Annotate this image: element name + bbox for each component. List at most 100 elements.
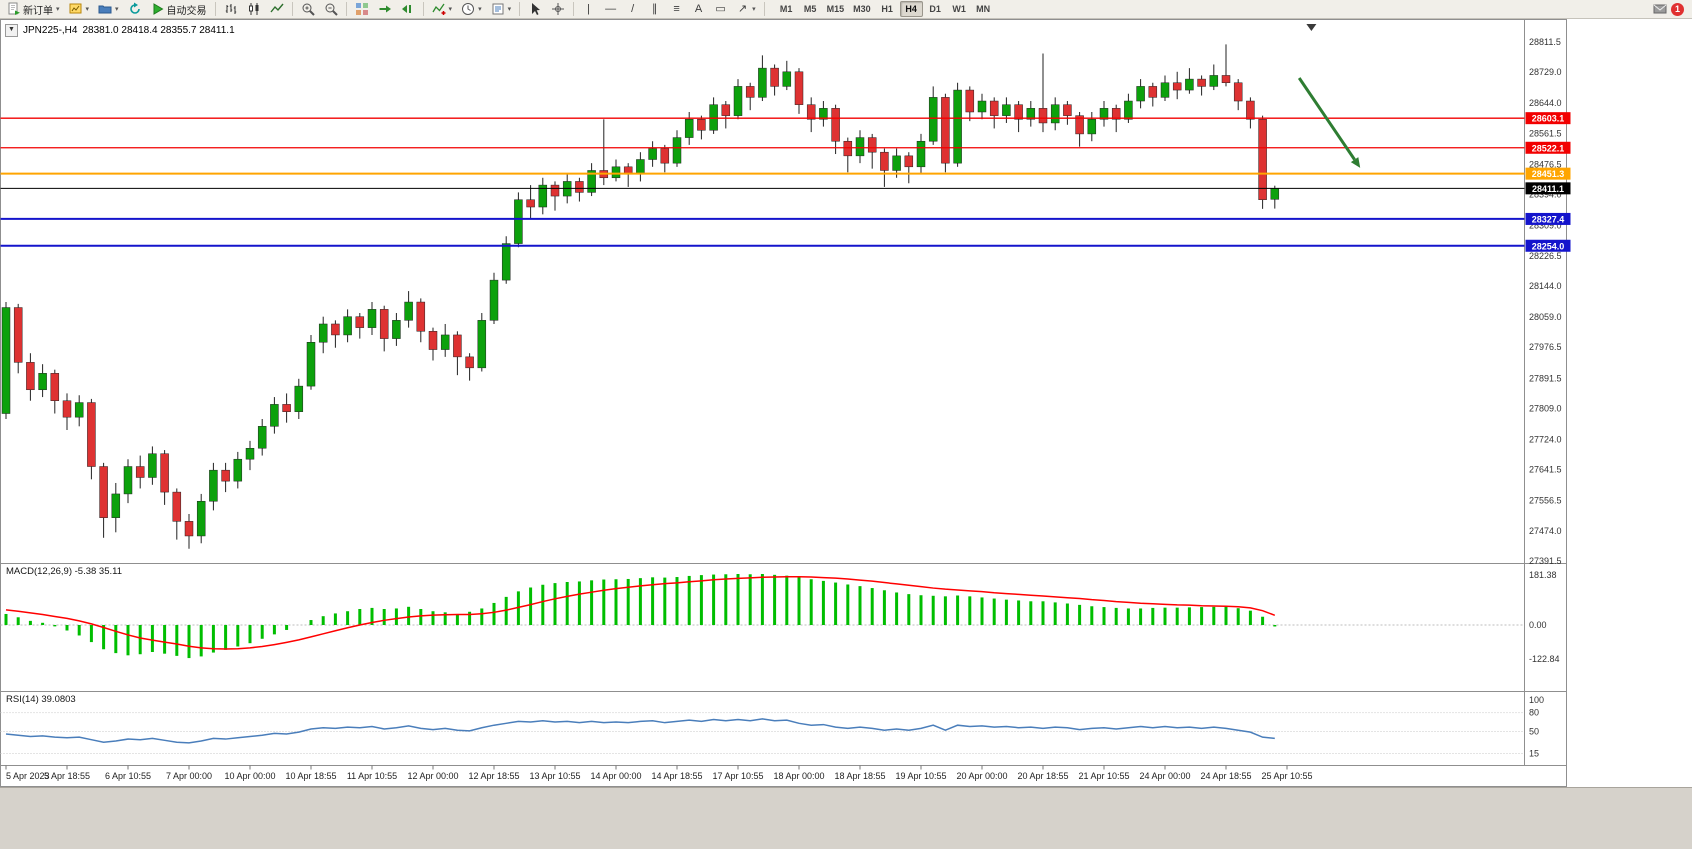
vertical-line-tool-button[interactable]: | (578, 0, 599, 19)
timeframe-d1-button[interactable]: D1 (929, 4, 941, 14)
macd-signal-line (5, 576, 1276, 650)
time-axis-label: 12 Apr 00:00 (407, 771, 458, 781)
autotrading-label: 自动交易 (166, 5, 207, 17)
refresh-icon (129, 2, 140, 14)
chevron-down-icon: ▾ (56, 6, 60, 13)
candle-body (489, 279, 499, 321)
mailbox-icon[interactable] (1653, 2, 1667, 16)
candle-body (74, 402, 84, 418)
candle-body (892, 155, 901, 171)
crosshair-icon (552, 3, 565, 15)
label-tool-button[interactable]: ▭ (710, 0, 731, 19)
candle-body (233, 458, 243, 482)
arrows-tool-button[interactable]: ↗ ▾ (732, 0, 760, 19)
zoom-in-icon (302, 3, 315, 16)
candle-body (123, 466, 133, 495)
chevron-down-icon: ▾ (752, 6, 756, 13)
chart-plot-area[interactable] (1, 20, 1524, 765)
new-order-label: 新订单 (23, 5, 53, 17)
time-axis-label: 14 Apr 00:00 (590, 771, 641, 781)
chart-shift-marker[interactable] (1306, 24, 1317, 31)
templates-button[interactable]: ▾ (487, 0, 516, 19)
timeframe-m15-button[interactable]: M15 (826, 4, 845, 14)
new-order-button[interactable]: 新订单 ▾ (3, 0, 64, 19)
candle-body (697, 119, 706, 131)
price-axis-label: 28729.0 (1529, 67, 1562, 77)
timeframe-mn-button[interactable]: MN (976, 4, 991, 14)
one-click-trading-toggle[interactable]: ▼ (5, 24, 18, 37)
candle-body (184, 521, 194, 537)
chevron-down-icon: ▾ (85, 6, 90, 13)
trendline-tool-button[interactable]: / (622, 0, 643, 19)
toolbar-right: 1 (1653, 2, 1689, 16)
timeframe-w1-button[interactable]: W1 (952, 4, 966, 14)
periods-button[interactable]: ▾ (457, 0, 486, 19)
candle-body (550, 184, 560, 197)
fibonacci-tool-button[interactable]: ≡ (666, 0, 687, 19)
candle-body (770, 67, 779, 87)
time-axis-label: 14 Apr 18:55 (651, 771, 702, 781)
chart-shift-button[interactable] (397, 0, 419, 19)
price-axis-label: 28226.5 (1529, 251, 1562, 261)
rsi-axis-label: 80 (1529, 708, 1539, 718)
trendline-icon: / (631, 2, 635, 15)
arrow-annotation[interactable] (1297, 77, 1361, 168)
candle-body (62, 400, 72, 418)
price-badge (1525, 239, 1571, 252)
candle-body (111, 493, 121, 518)
channel-tool-button[interactable]: ∥ (644, 0, 665, 19)
candle-body (294, 385, 304, 412)
indicators-button[interactable]: ▾ (428, 0, 457, 19)
candle-body (880, 151, 889, 171)
timeframe-h4-button[interactable]: H4 (899, 1, 923, 17)
price-axis-label: 28059.0 (1529, 312, 1562, 322)
candle-body (1, 307, 11, 414)
chevron-down-icon: ▼ (8, 26, 15, 33)
line-chart-type-button[interactable] (266, 0, 288, 19)
timeframe-m30-button[interactable]: M30 (853, 4, 871, 14)
candle-body (977, 100, 987, 113)
zoom-out-button[interactable] (320, 0, 342, 19)
timeframe-h1-button[interactable]: H1 (881, 4, 893, 14)
candle-body (1087, 119, 1097, 135)
candlestick-type-button[interactable] (243, 0, 265, 19)
templates-icon (492, 3, 504, 15)
timeframe-m5-button[interactable]: M5 (803, 4, 817, 14)
candle-body (1270, 188, 1280, 200)
price-axis-label: 27891.5 (1529, 373, 1562, 383)
cursor-button[interactable] (524, 0, 546, 19)
refresh-button[interactable] (124, 0, 146, 19)
tile-windows-button[interactable] (351, 0, 373, 19)
notification-badge[interactable]: 1 (1671, 2, 1684, 16)
candle-body (648, 148, 657, 160)
candle-body (1063, 104, 1072, 116)
rsi-line (5, 718, 1275, 744)
profiles-button[interactable]: ▾ (94, 0, 123, 19)
auto-scroll-button[interactable] (374, 0, 396, 19)
candle-body (355, 316, 365, 328)
zoom-in-button[interactable] (297, 0, 319, 19)
crosshair-button[interactable] (547, 0, 569, 19)
candlestick-series (1, 44, 1280, 549)
candle-body (1075, 115, 1084, 135)
new-chart-button[interactable]: ▾ (65, 0, 94, 19)
timeframe-m1-button[interactable]: M1 (779, 4, 793, 14)
candle-body (465, 356, 474, 369)
time-axis-label: 7 Apr 00:00 (166, 771, 212, 781)
text-tool-button[interactable]: A (688, 0, 709, 19)
bar-chart-type-button[interactable] (220, 0, 242, 19)
time-axis-label: 6 Apr 10:55 (105, 771, 151, 781)
candle-body (343, 316, 352, 336)
price-axis-label: 27641.5 (1529, 465, 1562, 475)
horizontal-line-tool-button[interactable]: — (600, 0, 621, 19)
candle-body (855, 137, 865, 157)
candle-body (867, 137, 877, 153)
candle-body (1148, 86, 1158, 98)
candle-body (440, 334, 450, 350)
indicators-icon (431, 3, 446, 15)
autotrading-button[interactable]: 自动交易 (147, 0, 211, 19)
candle-body (501, 243, 511, 281)
time-axis-label: 24 Apr 18:55 (1200, 771, 1251, 781)
